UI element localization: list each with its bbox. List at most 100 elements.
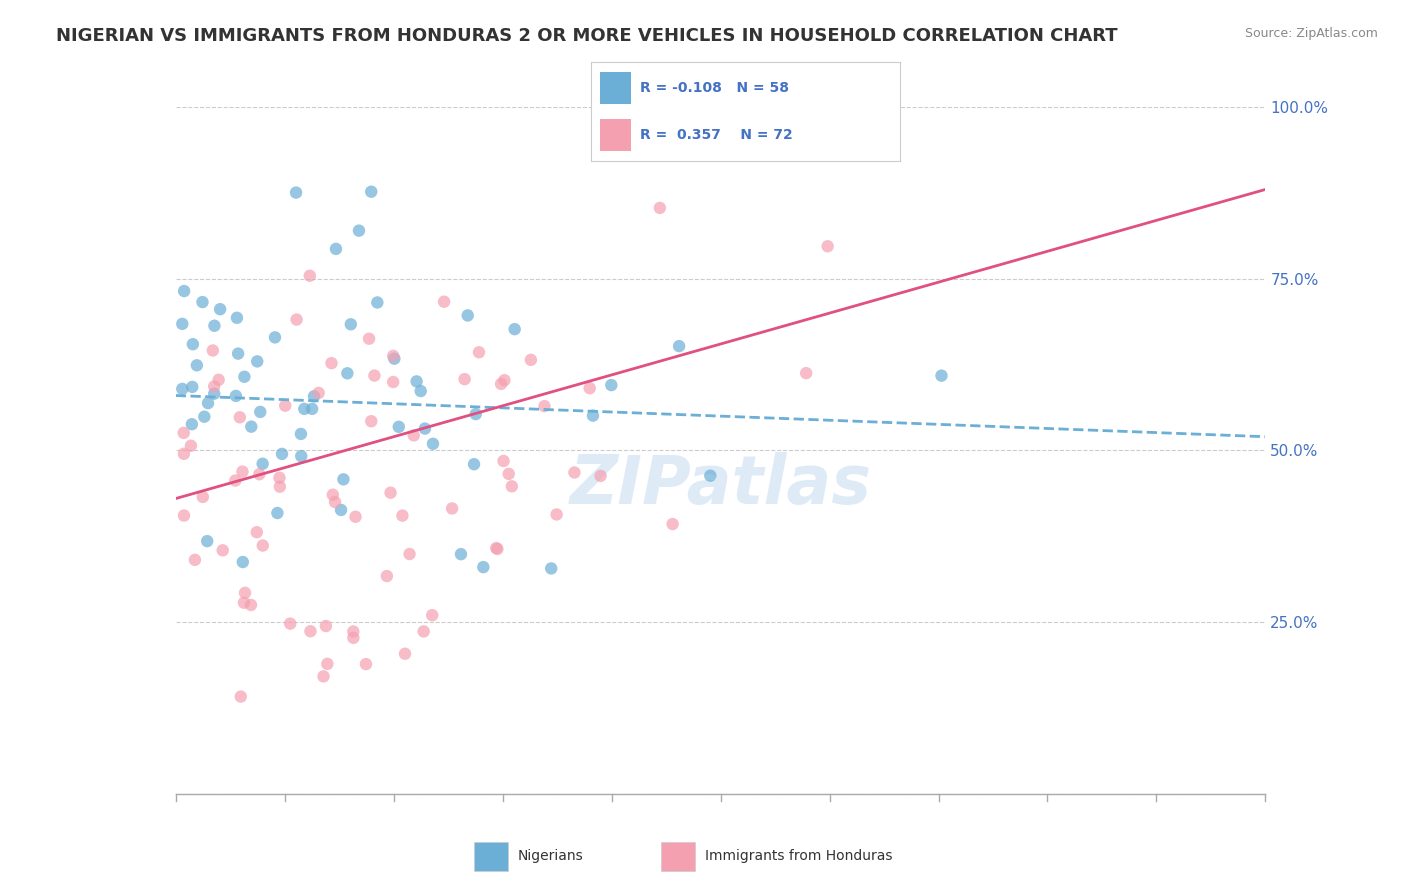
Point (332, 472, 354, 486)
Point (202, 379, 225, 393)
Point (201, 343, 224, 358)
Point (247, 467, 270, 482)
Point (363, 368, 385, 383)
Point (494, 373, 516, 387)
Point (546, 508, 568, 522)
Point (398, 547, 420, 561)
Point (394, 647, 416, 661)
Point (285, 312, 308, 326)
Point (347, 224, 370, 238)
Point (336, 367, 359, 381)
Point (269, 480, 291, 494)
Point (325, 242, 347, 256)
Point (197, 396, 219, 410)
Text: ZIPatlas: ZIPatlas (569, 452, 872, 517)
Point (271, 447, 294, 461)
Text: Source: ZipAtlas.com: Source: ZipAtlas.com (1244, 27, 1378, 40)
Point (323, 495, 346, 509)
Point (648, 201, 671, 215)
Point (285, 186, 308, 200)
Point (360, 414, 382, 428)
Text: NIGERIAN VS IMMIGRANTS FROM HONDURAS 2 OR MORE VEHICLES IN HOUSEHOLD CORRELATION: NIGERIAN VS IMMIGRANTS FROM HONDURAS 2 O… (56, 27, 1118, 45)
Point (211, 543, 233, 558)
Point (225, 389, 247, 403)
Point (485, 541, 508, 555)
Point (181, 337, 204, 351)
Point (354, 657, 377, 672)
Point (173, 508, 195, 523)
Point (520, 352, 543, 367)
Point (191, 295, 214, 310)
Point (492, 454, 515, 468)
Point (173, 447, 195, 461)
Point (226, 310, 249, 325)
Point (578, 381, 600, 395)
Point (420, 608, 443, 623)
Point (252, 539, 274, 553)
Point (298, 268, 321, 283)
Point (172, 317, 194, 331)
Point (181, 380, 204, 394)
Point (226, 346, 249, 360)
Point (316, 657, 339, 671)
Point (489, 376, 512, 391)
Point (453, 372, 475, 386)
Point (931, 368, 953, 383)
Point (699, 468, 721, 483)
Point (233, 596, 256, 610)
Point (229, 410, 252, 425)
Point (582, 409, 605, 423)
Point (195, 534, 218, 549)
Point (441, 501, 464, 516)
Text: R = -0.108   N = 58: R = -0.108 N = 58 (640, 81, 789, 95)
Point (360, 185, 382, 199)
Point (308, 385, 330, 400)
Point (321, 356, 343, 370)
Point (342, 631, 364, 645)
Point (794, 366, 817, 380)
Point (231, 465, 253, 479)
Point (264, 330, 287, 344)
Point (292, 401, 315, 416)
Text: Nigerians: Nigerians (517, 849, 583, 863)
Point (422, 437, 444, 451)
Point (229, 690, 252, 704)
FancyBboxPatch shape (474, 842, 509, 871)
FancyBboxPatch shape (661, 842, 696, 871)
Point (278, 616, 301, 631)
Point (817, 239, 839, 253)
Point (463, 457, 485, 471)
Point (232, 555, 254, 569)
Point (342, 624, 364, 639)
Point (344, 509, 367, 524)
Point (301, 401, 323, 416)
Point (180, 417, 202, 432)
Point (269, 471, 291, 485)
Point (450, 547, 472, 561)
Point (357, 332, 380, 346)
Point (668, 339, 690, 353)
Point (184, 553, 207, 567)
FancyBboxPatch shape (600, 120, 631, 151)
Point (330, 503, 353, 517)
Point (172, 382, 194, 396)
Point (409, 384, 432, 398)
Point (433, 294, 456, 309)
Point (290, 449, 312, 463)
Point (246, 354, 269, 368)
Point (564, 466, 586, 480)
Point (204, 318, 226, 333)
Point (266, 506, 288, 520)
Point (391, 508, 413, 523)
Point (209, 302, 232, 317)
Point (224, 474, 246, 488)
Point (661, 516, 683, 531)
Point (173, 425, 195, 440)
Point (322, 488, 344, 502)
Point (600, 378, 623, 392)
Text: Immigrants from Honduras: Immigrants from Honduras (704, 849, 893, 863)
Point (388, 420, 411, 434)
Point (208, 373, 231, 387)
Point (173, 284, 195, 298)
Point (366, 295, 388, 310)
